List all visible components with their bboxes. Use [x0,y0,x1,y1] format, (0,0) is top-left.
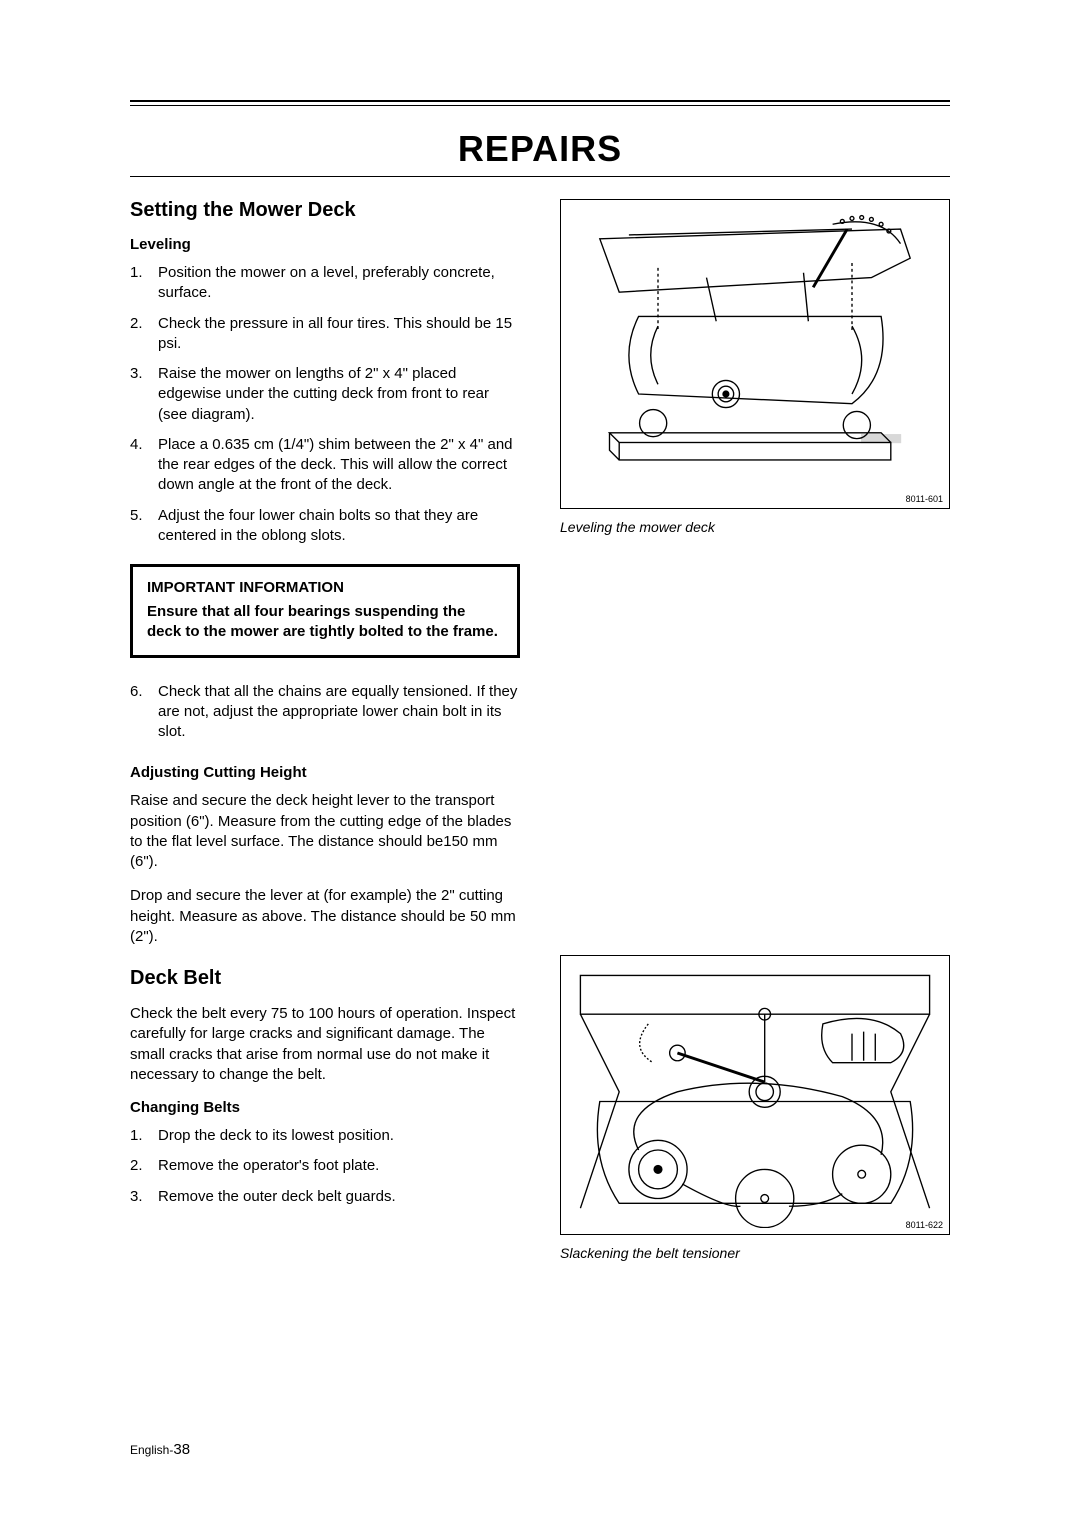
subsection-changing-belts: Changing Belts [130,1099,520,1116]
changing-belts-list: Drop the deck to its lowest position. Re… [130,1126,520,1207]
info-box-title: IMPORTANT INFORMATION [147,579,503,596]
leveling-list-cont: Check that all the chains are equally te… [130,682,520,743]
list-item: Adjust the four lower chain bolts so tha… [130,506,520,547]
list-item-text: Remove the operator's foot plate. [158,1156,379,1176]
list-item: Position the mower on a level, preferabl… [130,263,520,304]
footer-language: English- [130,1443,173,1457]
subsection-adjusting-height: Adjusting Cutting Height [130,764,520,781]
subsection-leveling: Leveling [130,236,520,253]
list-item: Remove the operator's foot plate. [130,1156,520,1176]
list-item-text: Drop the deck to its lowest position. [158,1126,394,1146]
list-item: Raise the mower on lengths of 2" x 4" pl… [130,364,520,425]
list-item: Check the pressure in all four tires. Th… [130,314,520,355]
figure-caption-1: Leveling the mower deck [560,519,950,535]
left-column: Setting the Mower Deck Leveling Position… [130,199,520,1261]
right-column: 8011-601 Leveling the mower deck [560,199,950,1261]
important-information-box: IMPORTANT INFORMATION Ensure that all fo… [130,564,520,658]
leveling-list: Position the mower on a level, preferabl… [130,263,520,546]
page-container: REPAIRS Setting the Mower Deck Leveling … [0,0,1080,1321]
adjust-paragraph-1: Raise and secure the deck height lever t… [130,791,520,872]
list-item-text: Remove the outer deck belt guards. [158,1187,396,1207]
info-box-body: Ensure that all four bearings suspending… [147,602,503,643]
list-item: Place a 0.635 cm (1/4") shim between the… [130,435,520,496]
list-item-text: Adjust the four lower chain bolts so tha… [158,506,520,547]
figure-code: 8011-601 [906,494,943,504]
list-item: Remove the outer deck belt guards. [130,1187,520,1207]
figure-code: 8011-622 [906,1220,943,1230]
list-item-text: Raise the mower on lengths of 2" x 4" pl… [158,364,520,425]
page-footer: English-38 [130,1441,190,1458]
section-deck-belt: Deck Belt [130,967,520,990]
belt-tensioner-diagram-icon [561,956,949,1228]
leveling-diagram-icon [561,200,949,491]
chapter-title: REPAIRS [130,128,950,170]
figure-belt-tensioner: 8011-622 [560,955,950,1235]
list-item-text: Check the pressure in all four tires. Th… [158,314,520,355]
figure-leveling-mower-deck: 8011-601 [560,199,950,509]
list-item-text: Position the mower on a level, preferabl… [158,263,520,304]
list-item-text: Place a 0.635 cm (1/4") shim between the… [158,435,520,496]
two-column-layout: Setting the Mower Deck Leveling Position… [130,199,950,1261]
adjust-paragraph-2: Drop and secure the lever at (for exampl… [130,886,520,947]
column-spacer [560,535,950,955]
list-item-text: Check that all the chains are equally te… [158,682,520,743]
under-title-rule [130,176,950,177]
section-setting-mower-deck: Setting the Mower Deck [130,199,520,222]
figure-caption-2: Slackening the belt tensioner [560,1245,950,1261]
list-item: Check that all the chains are equally te… [130,682,520,743]
deck-belt-paragraph: Check the belt every 75 to 100 hours of … [130,1004,520,1085]
list-item: Drop the deck to its lowest position. [130,1126,520,1146]
footer-page-number: 38 [173,1441,190,1458]
top-rule [130,100,950,106]
